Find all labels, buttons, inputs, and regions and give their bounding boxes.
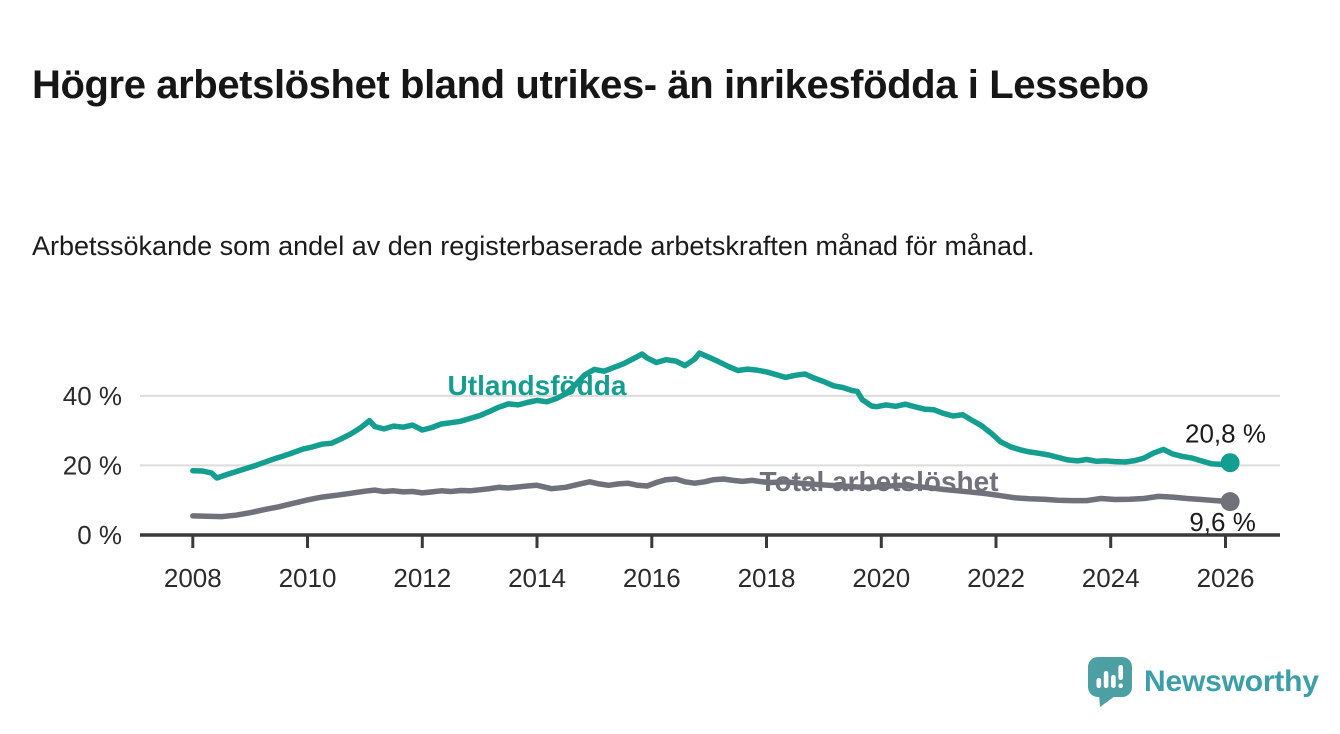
chart-subtitle: Arbetssökande som andel av den registerb… [32,231,1035,261]
line-chart: 2008 2010 2012 2014 2016 2018 2020 2022 2024 2026… [0,300,1340,610]
y-tick-label: 20 % [63,450,122,480]
annotation-label: Total arbetslöshet [759,466,998,497]
page-title: Högre arbetslöshet bland utrikes- än inr… [32,62,1149,107]
series-end-dot-0 [1220,453,1240,473]
x-tick-label: 2020 [852,563,910,593]
annotation-label: 9,6 % [1189,507,1256,537]
x-tick-label: 2018 [738,563,796,593]
series-line-1 [190,476,1233,520]
brand-name: Newsworthy [1144,665,1319,698]
x-tick-label: 2016 [623,563,681,593]
series-line-0 [190,350,1233,481]
x-tick-label: 2026 [1197,563,1255,593]
newsworthy-speech-bubble-icon [1088,657,1132,707]
x-tick-label: 2024 [1082,563,1140,593]
x-tick-label: 2010 [279,563,337,593]
y-tick-label: 40 % [63,381,122,411]
y-tick-label: 0 % [77,520,122,550]
series-end-dot-1 [1220,492,1240,512]
x-tick-label: 2012 [393,563,451,593]
x-tick-label: 2014 [508,563,566,593]
annotation-label: Utlandsfödda [448,370,627,401]
x-tick-label: 2008 [164,563,222,593]
chart-canvas: 2008 2010 2012 2014 2016 2018 2020 2022 2024 2026… [63,350,1280,593]
x-tick-label: 2022 [967,563,1025,593]
annotation-label: 20,8 % [1185,419,1266,449]
newsworthy-logo: Newsworthy [1087,656,1319,708]
